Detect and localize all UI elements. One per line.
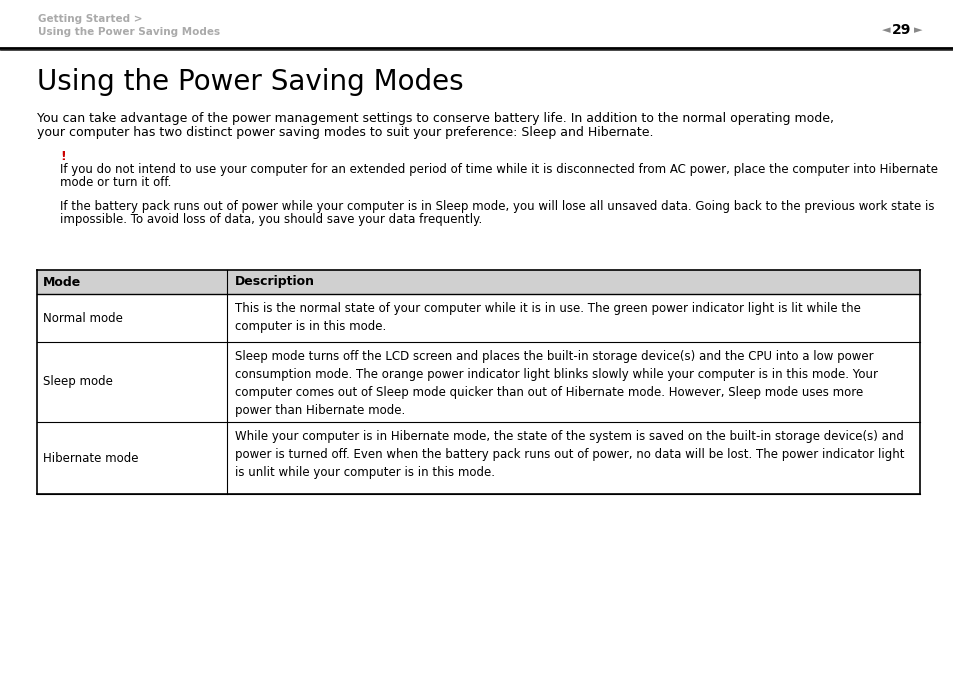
Text: your computer has two distinct power saving modes to suit your preference: Sleep: your computer has two distinct power sav…: [37, 126, 653, 139]
Text: Normal mode: Normal mode: [43, 311, 123, 324]
Text: Using the Power Saving Modes: Using the Power Saving Modes: [38, 27, 220, 37]
Text: Description: Description: [234, 276, 314, 288]
Text: 29: 29: [891, 23, 911, 37]
Text: If you do not intend to use your computer for an extended period of time while i: If you do not intend to use your compute…: [60, 163, 937, 176]
Text: You can take advantage of the power management settings to conserve battery life: You can take advantage of the power mana…: [37, 112, 833, 125]
Text: ►: ►: [913, 25, 922, 35]
Text: Getting Started >: Getting Started >: [38, 14, 142, 24]
Text: While your computer is in Hibernate mode, the state of the system is saved on th: While your computer is in Hibernate mode…: [234, 430, 903, 479]
Text: Sleep mode turns off the LCD screen and places the built-in storage device(s) an: Sleep mode turns off the LCD screen and …: [234, 350, 877, 417]
Text: ◄: ◄: [881, 25, 889, 35]
Text: Mode: Mode: [43, 276, 81, 288]
Text: Sleep mode: Sleep mode: [43, 375, 112, 388]
Text: This is the normal state of your computer while it is in use. The green power in: This is the normal state of your compute…: [234, 302, 860, 333]
Bar: [37, 270, 919, 294]
Text: Hibernate mode: Hibernate mode: [43, 452, 138, 464]
Text: !: !: [60, 150, 66, 163]
Text: impossible. To avoid loss of data, you should save your data frequently.: impossible. To avoid loss of data, you s…: [60, 213, 482, 226]
Text: Using the Power Saving Modes: Using the Power Saving Modes: [37, 68, 463, 96]
Text: If the battery pack runs out of power while your computer is in Sleep mode, you : If the battery pack runs out of power wh…: [60, 200, 934, 213]
Text: mode or turn it off.: mode or turn it off.: [60, 176, 172, 189]
